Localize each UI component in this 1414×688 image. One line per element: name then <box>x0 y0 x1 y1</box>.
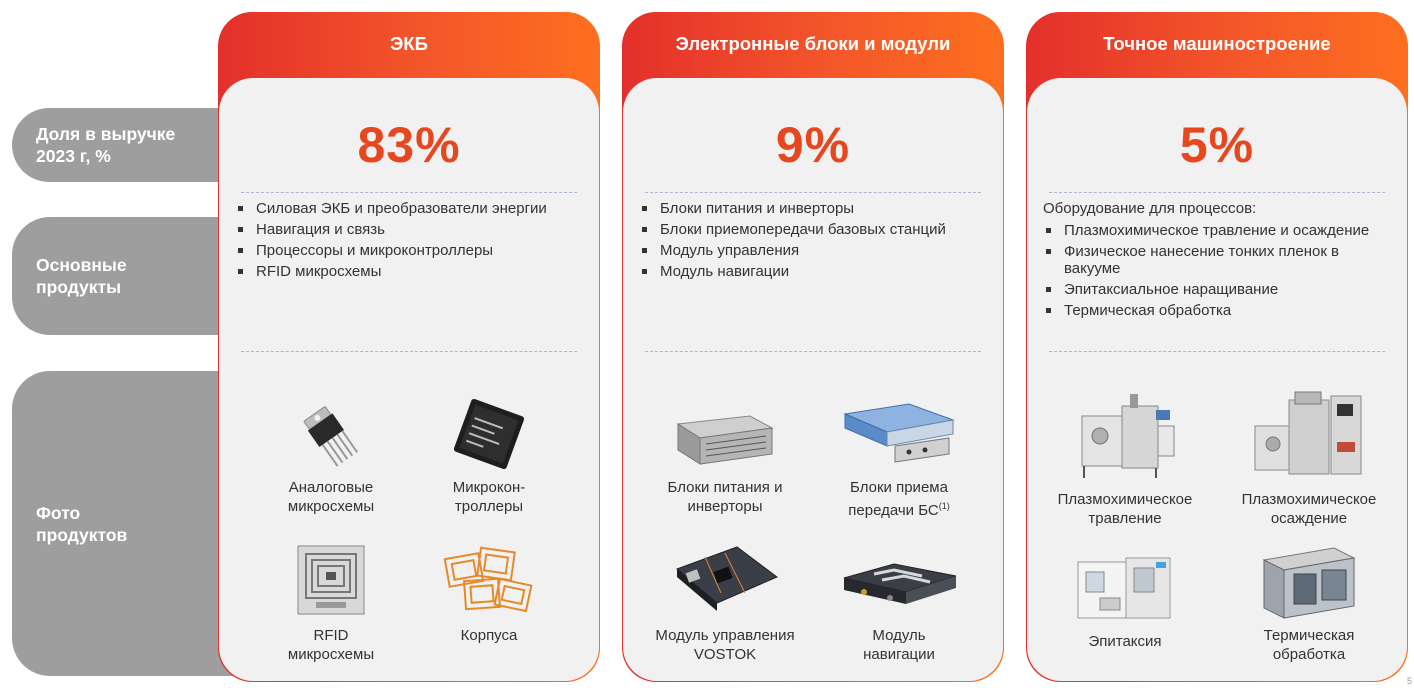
photo-plasma-deposition: Плазмохимическое осаждение <box>1219 386 1399 528</box>
list-item: Эпитаксиальное наращивание <box>1043 281 1393 298</box>
photo-transceiver-units: Блоки приема передачи БС(1) <box>809 394 989 520</box>
product-list: Силовая ЭКБ и преобразователи энергии На… <box>235 200 585 284</box>
photo-navigation-module: Модуль навигации <box>809 542 989 664</box>
divider <box>241 192 577 193</box>
list-item: Силовая ЭКБ и преобразователи энергии <box>235 200 585 217</box>
column-electronic-blocks: Электронные блоки и модули 9% Блоки пита… <box>622 12 1004 682</box>
photo-caption: Блоки питания и инверторы <box>667 479 783 515</box>
divider <box>241 351 577 352</box>
list-item: Термическая обработка <box>1043 302 1393 319</box>
thermal-furnace-icon <box>1219 542 1399 622</box>
list-item: Модуль навигации <box>639 263 989 280</box>
divider <box>645 192 981 193</box>
list-item: Блоки приемопередачи базовых станций <box>639 221 989 238</box>
product-list: Блоки питания и инверторы Блоки приемопе… <box>639 200 989 284</box>
microcontroller-chip-icon <box>399 394 579 474</box>
photo-packages: Корпуса <box>399 542 579 645</box>
column-title: Точное машиностроение <box>1103 33 1331 54</box>
photo-control-module: Модуль управления VOSTOK <box>635 542 815 664</box>
column-ekb: ЭКБ 83% Силовая ЭКБ и преобразователи эн… <box>218 12 600 682</box>
revenue-share-percent: 83% <box>357 117 461 173</box>
etching-machine-icon <box>1035 386 1215 486</box>
page-number: 5 <box>1406 676 1412 686</box>
photo-caption: Плазмохимическое травление <box>1057 491 1193 527</box>
list-item: Плазмохимическое травление и осаждение <box>1043 222 1393 239</box>
epitaxy-machine-icon <box>1035 548 1215 628</box>
column-card: 5% Оборудование для процессов: Плазмохим… <box>1027 78 1407 681</box>
list-item: Навигация и связь <box>235 221 585 238</box>
navigation-module-icon <box>809 542 989 622</box>
revenue-share-percent: 9% <box>775 117 851 173</box>
chip-packages-icon <box>399 542 579 622</box>
photo-epitaxy: Эпитаксия <box>1035 548 1215 651</box>
transistor-icon <box>241 394 421 474</box>
row-label-product-photos-text: Фото продуктов <box>36 502 128 545</box>
row-label-revenue-share-text: Доля в выручке 2023 г, % <box>36 124 176 166</box>
revenue-share-percent: 5% <box>1179 117 1255 173</box>
power-supply-rack-icon <box>635 394 815 474</box>
list-item: Модуль управления <box>639 242 989 259</box>
photo-caption: Плазмохимическое осаждение <box>1241 491 1377 527</box>
photo-caption: Блоки приема передачи БС(1) <box>809 478 989 520</box>
photo-caption-text: Блоки приема передачи БС <box>848 479 948 519</box>
column-title: ЭКБ <box>390 33 428 54</box>
photo-caption: Модуль управления VOSTOK <box>655 627 795 663</box>
rfid-tag-icon <box>241 542 421 622</box>
column-precision-engineering: Точное машиностроение 5% Оборудование дл… <box>1026 12 1408 682</box>
photo-microcontrollers: Микрокон- троллеры <box>399 394 579 516</box>
photo-power-supplies: Блоки питания и инверторы <box>635 394 815 516</box>
row-label-main-products: Основные продукты <box>12 217 242 335</box>
row-label-revenue-share: Доля в выручке 2023 г, % <box>12 108 242 182</box>
list-item: RFID микросхемы <box>235 263 585 280</box>
product-list: Оборудование для процессов: Плазмохимиче… <box>1043 200 1393 323</box>
column-card: 9% Блоки питания и инверторы Блоки прием… <box>623 78 1003 681</box>
control-board-icon <box>635 542 815 622</box>
photo-plasma-etching: Плазмохимическое травление <box>1035 386 1215 528</box>
product-list-intro: Оборудование для процессов: <box>1043 200 1257 217</box>
photo-caption: RFID микросхемы <box>287 627 375 663</box>
photo-rfid-ics: RFID микросхемы <box>241 542 421 664</box>
deposition-machine-icon <box>1219 386 1399 486</box>
transceiver-unit-icon <box>809 394 989 474</box>
column-title: Электронные блоки и модули <box>675 33 951 54</box>
list-item: Физическое нанесение тонких пленок в вак… <box>1043 243 1393 277</box>
row-label-main-products-text: Основные продукты <box>36 255 127 297</box>
divider <box>1049 351 1385 352</box>
divider <box>645 351 981 352</box>
photo-caption: Эпитаксия <box>1088 633 1162 650</box>
photo-caption: Аналоговые микросхемы <box>287 479 375 515</box>
photo-thermal-processing: Термическая обработка <box>1219 542 1399 664</box>
column-card: 83% Силовая ЭКБ и преобразователи энерги… <box>219 78 599 681</box>
photo-caption: Термическая обработка <box>1263 627 1355 663</box>
photo-caption: Корпуса <box>460 627 518 644</box>
list-item: Блоки питания и инверторы <box>639 200 989 217</box>
photo-analog-ics: Аналоговые микросхемы <box>241 394 421 516</box>
divider <box>1049 192 1385 193</box>
photo-caption: Микрокон- троллеры <box>452 479 526 515</box>
photo-caption: Модуль навигации <box>863 627 935 663</box>
row-label-product-photos: Фото продуктов <box>12 371 242 676</box>
list-item: Процессоры и микроконтроллеры <box>235 242 585 259</box>
footnote-marker: (1) <box>938 501 950 511</box>
